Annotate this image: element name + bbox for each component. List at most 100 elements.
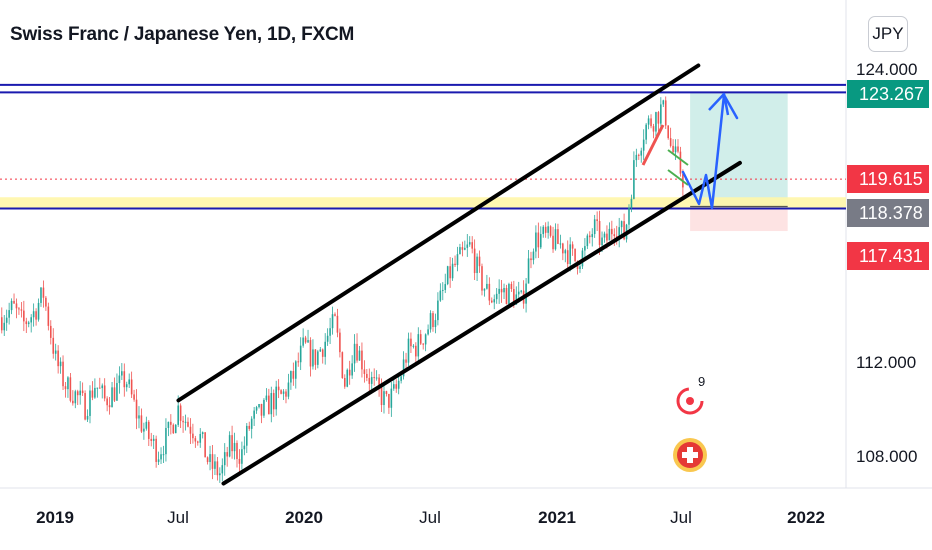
- candle-body: [192, 433, 194, 439]
- candle-body: [182, 420, 184, 423]
- stop-zone: [690, 208, 788, 232]
- candle-body: [297, 361, 300, 363]
- candle-body: [245, 425, 248, 446]
- candle-body: [174, 424, 177, 434]
- candle-body: [5, 317, 8, 323]
- candle-body: [530, 258, 532, 261]
- candle-body: [669, 138, 672, 146]
- candle-body: [140, 415, 143, 432]
- candle-body: [574, 248, 576, 261]
- projection-arrow-head: [708, 92, 730, 116]
- candle-body: [277, 386, 280, 391]
- flag-line: [667, 149, 689, 166]
- candle-body: [677, 146, 679, 152]
- currency-button[interactable]: JPY: [868, 16, 908, 52]
- candle-body: [40, 287, 42, 303]
- candle-body: [397, 380, 400, 389]
- candle-body: [432, 313, 434, 328]
- indicator-badge-count: 9: [698, 374, 706, 389]
- candle-body: [466, 244, 469, 248]
- candle-body: [72, 400, 74, 404]
- candle-body: [69, 377, 72, 401]
- candle-body: [285, 391, 287, 397]
- candle-body: [361, 350, 363, 370]
- candle-body: [42, 287, 45, 298]
- alert-badge-icon: [676, 387, 704, 415]
- candle-body: [37, 302, 40, 320]
- candle-body: [302, 337, 304, 346]
- candle-body: [552, 235, 554, 250]
- candle-body: [446, 266, 449, 285]
- candle-body: [674, 146, 677, 153]
- candle-body: [45, 297, 47, 307]
- candle-body: [64, 386, 67, 390]
- candle-body: [52, 337, 55, 354]
- candle-body: [664, 100, 667, 126]
- candle-body: [348, 369, 351, 376]
- candle-body: [10, 300, 13, 311]
- candle-body: [478, 256, 481, 267]
- candle-body: [380, 387, 383, 406]
- candle-body: [25, 321, 28, 325]
- candle-body: [216, 461, 219, 476]
- candle-body: [157, 459, 160, 462]
- candle-body: [204, 432, 206, 458]
- candle-body: [128, 379, 130, 385]
- candle-body: [111, 387, 113, 408]
- candle-body: [221, 465, 224, 474]
- candle-body: [307, 340, 309, 343]
- candle-body: [179, 405, 182, 421]
- stop-price-tag: 117.431: [847, 242, 929, 270]
- candle-body: [334, 314, 336, 316]
- candle-body: [468, 242, 471, 245]
- candle-body: [138, 415, 140, 419]
- candle-body: [177, 405, 179, 425]
- pattern-line: [641, 124, 665, 166]
- x-tick-label: Jul: [167, 508, 189, 527]
- y-tick-label: 124.000: [856, 60, 918, 79]
- candle-body: [667, 125, 669, 139]
- candle-body: [3, 322, 6, 331]
- candle-body: [601, 237, 603, 246]
- candle-body: [571, 244, 574, 249]
- candle-body: [317, 351, 319, 365]
- candle-body: [513, 289, 515, 305]
- x-tick-label: Jul: [670, 508, 692, 527]
- candle-body: [542, 226, 545, 235]
- candle-body: [314, 349, 317, 365]
- candle-body: [598, 221, 601, 246]
- candle-body: [417, 334, 420, 357]
- flag-line: [667, 169, 689, 186]
- candle-body: [121, 371, 123, 376]
- candle-body: [209, 454, 211, 463]
- x-tick-label: 2019: [36, 508, 74, 527]
- candle-body: [593, 219, 596, 235]
- candle-body: [454, 263, 456, 266]
- candle-body: [652, 126, 655, 132]
- candle-body: [383, 391, 385, 406]
- candle-body: [366, 373, 368, 378]
- candle-body: [226, 452, 228, 457]
- candle-body: [562, 243, 564, 254]
- target-price-label: 123.267: [859, 83, 925, 104]
- candle-body: [162, 454, 165, 456]
- candle-body: [437, 300, 439, 321]
- candle-body: [86, 415, 89, 420]
- candle-body: [248, 425, 251, 429]
- candle-body: [586, 235, 589, 247]
- candle-body: [451, 263, 454, 279]
- candle-body: [8, 310, 10, 318]
- candle-body: [378, 377, 380, 388]
- candle-body: [464, 247, 466, 250]
- candle-body: [331, 314, 334, 329]
- candle-body: [343, 377, 346, 387]
- candle-body: [211, 454, 214, 469]
- candle-body: [618, 227, 620, 238]
- candle-body: [461, 247, 464, 250]
- candle-body: [15, 303, 18, 309]
- candle-body: [341, 352, 344, 378]
- current-price-label: 119.615: [859, 168, 923, 189]
- candle-body: [130, 379, 133, 395]
